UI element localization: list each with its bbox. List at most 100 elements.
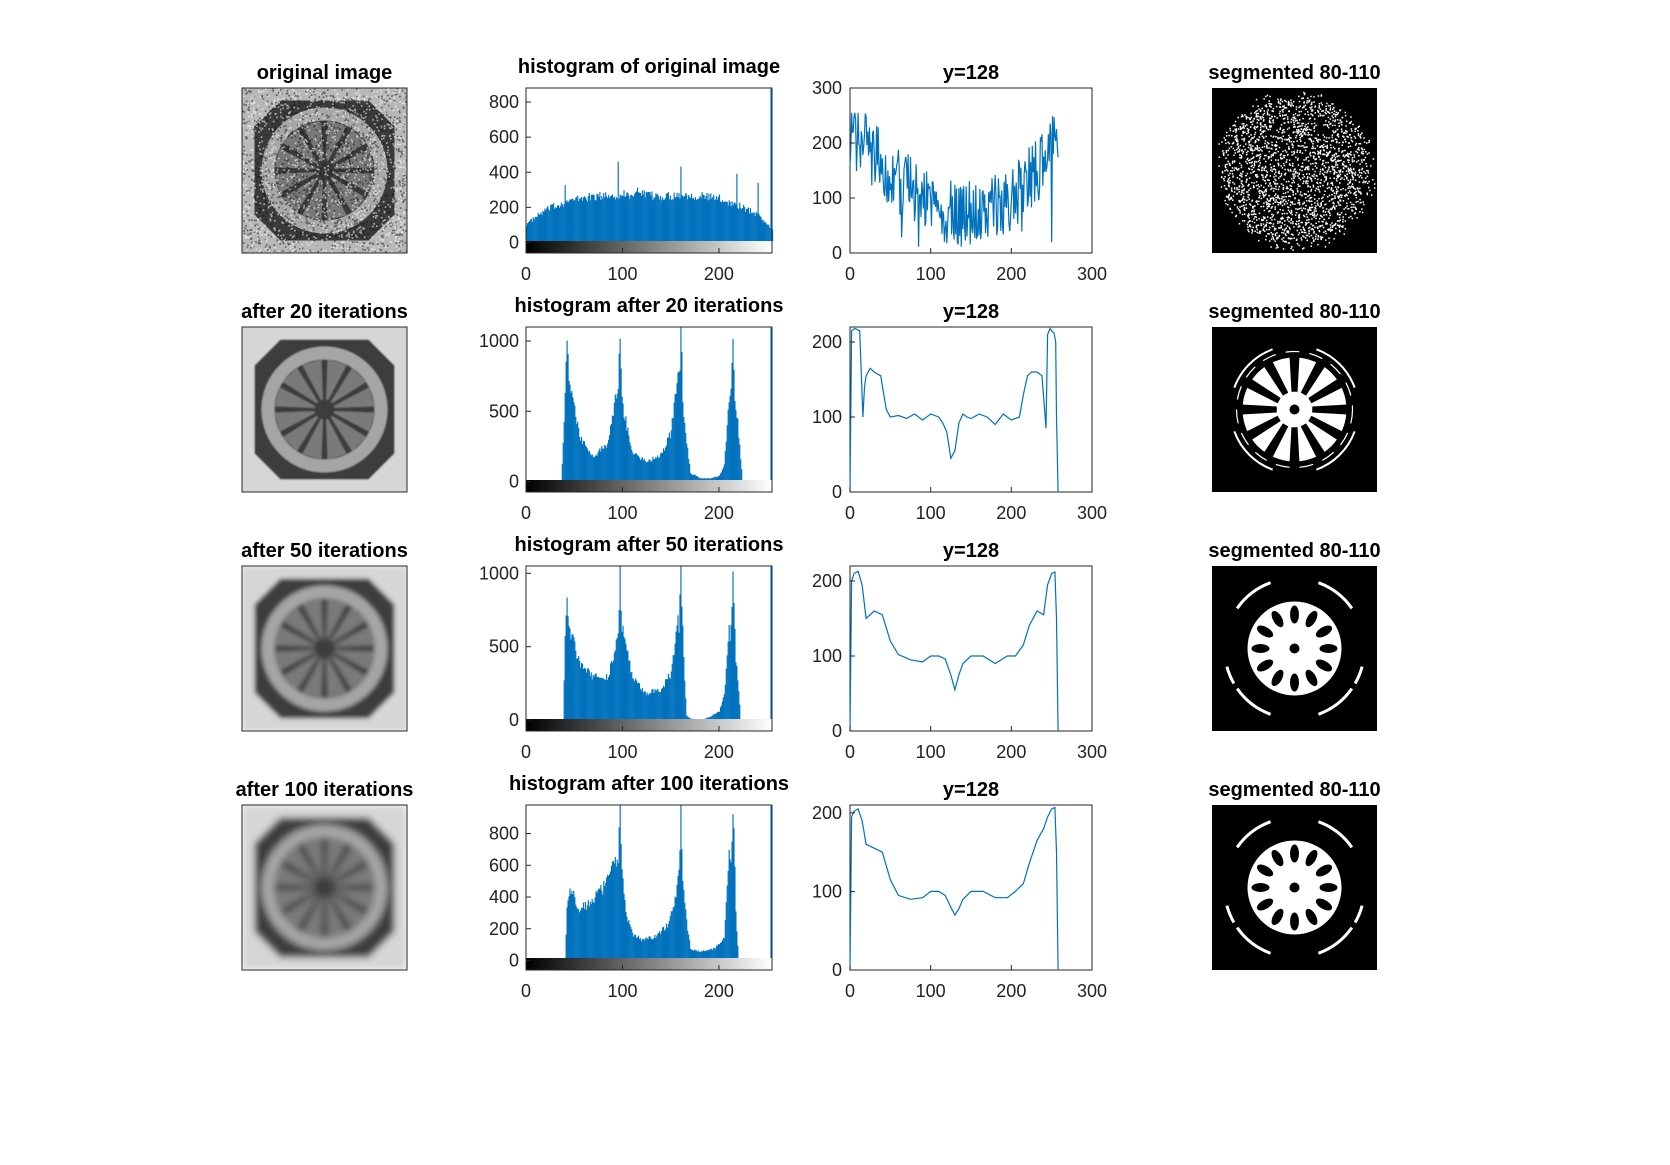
image-title: after 100 iterations — [236, 779, 414, 801]
image-title: after 20 iterations — [241, 301, 408, 323]
y-tick-label: 200 — [812, 803, 842, 823]
profile-title: y=128 — [943, 301, 999, 323]
histogram-bar — [741, 469, 742, 480]
segmented-gap — [1290, 913, 1299, 931]
profile-title: y=128 — [943, 62, 999, 84]
image-panel: original image — [242, 62, 409, 255]
smoothed-image — [242, 805, 407, 970]
x-tick-label: 200 — [996, 503, 1026, 523]
x-tick-label: 0 — [521, 264, 531, 284]
y-tick-label: 600 — [489, 127, 519, 147]
segmented-gap — [1252, 883, 1270, 892]
wheel-hub — [321, 406, 329, 414]
y-tick-label: 100 — [812, 407, 842, 427]
x-tick-label: 0 — [845, 503, 855, 523]
histogram-title: histogram of original image — [518, 56, 780, 78]
y-tick-label: 200 — [812, 332, 842, 352]
image-content — [242, 566, 407, 731]
x-tick-label: 100 — [607, 742, 637, 762]
x-tick-label: 0 — [845, 981, 855, 1001]
y-tick-label: 100 — [812, 646, 842, 666]
y-tick-label: 400 — [489, 162, 519, 182]
x-tick-label: 100 — [916, 981, 946, 1001]
histogram-title: histogram after 20 iterations — [515, 295, 784, 317]
segmented-gap — [1320, 644, 1338, 653]
image-panel: after 50 iterations — [241, 540, 408, 731]
x-tick-label: 200 — [996, 981, 1026, 1001]
wheel-hub — [321, 884, 329, 892]
x-tick-label: 100 — [916, 264, 946, 284]
x-tick-label: 100 — [916, 742, 946, 762]
y-tick-label: 800 — [489, 92, 519, 112]
segmented-background — [1212, 88, 1377, 253]
x-tick-label: 200 — [996, 264, 1026, 284]
image-content — [242, 327, 407, 492]
x-tick-label: 200 — [704, 264, 734, 284]
x-tick-label: 0 — [845, 742, 855, 762]
histogram-colorbar — [526, 241, 772, 253]
histogram-chart: histogram after 100 iterations0200400600… — [489, 773, 789, 1001]
histogram-colorbar — [526, 480, 772, 492]
y-tick-label: 200 — [812, 133, 842, 153]
segmented-gap — [1290, 845, 1299, 863]
histogram-chart: histogram of original image 0 200 400 600 800… — [489, 56, 780, 284]
segmented-title: segmented 80-110 — [1208, 301, 1380, 323]
histogram-bar — [739, 705, 740, 719]
image-content — [242, 88, 409, 255]
profile-chart: y=128 0 100 200 0 100 200 300 — [812, 779, 1107, 1001]
y-tick-label: 0 — [832, 960, 842, 980]
y-tick-label: 0 — [832, 243, 842, 263]
x-tick-label: 300 — [1077, 742, 1107, 762]
y-tick-label: 0 — [509, 471, 519, 491]
y-tick-label: 500 — [489, 637, 519, 657]
histogram-colorbar — [526, 958, 772, 970]
x-tick-label: 200 — [704, 503, 734, 523]
y-tick-label: 100 — [812, 188, 842, 208]
image-panel: after 100 iterations — [236, 779, 414, 970]
y-tick-label: 0 — [509, 232, 519, 252]
segmented-hub — [1290, 883, 1300, 893]
profile-title: y=128 — [943, 540, 999, 562]
histogram-colorbar — [526, 719, 772, 731]
segmented-gap — [1290, 674, 1299, 692]
segmented-gap — [1320, 883, 1338, 892]
y-tick-label: 1000 — [479, 563, 519, 583]
y-tick-label: 200 — [812, 571, 842, 591]
y-tick-label: 200 — [489, 197, 519, 217]
x-tick-label: 300 — [1077, 264, 1107, 284]
y-tick-label: 200 — [489, 919, 519, 939]
image-title: original image — [257, 62, 393, 84]
segmented-panel: segmented 80-110 — [1208, 779, 1380, 970]
y-tick-label: 400 — [489, 887, 519, 907]
image-content — [242, 805, 407, 970]
y-tick-label: 0 — [509, 710, 519, 730]
x-tick-label: 300 — [1077, 981, 1107, 1001]
x-tick-label: 200 — [704, 981, 734, 1001]
x-tick-label: 300 — [1077, 503, 1107, 523]
x-tick-label: 100 — [607, 981, 637, 1001]
segmented-title: segmented 80-110 — [1208, 62, 1380, 84]
profile-title: y=128 — [943, 779, 999, 801]
segmented-panel: segmented 80-110 — [1208, 301, 1380, 492]
x-tick-label: 0 — [521, 742, 531, 762]
x-tick-label: 100 — [607, 264, 637, 284]
image-title: after 50 iterations — [241, 540, 408, 562]
x-tick-label: 100 — [607, 503, 637, 523]
segmented-title: segmented 80-110 — [1208, 540, 1380, 562]
y-tick-label: 800 — [489, 824, 519, 844]
smoothed-image — [242, 327, 407, 492]
x-tick-label: 0 — [521, 503, 531, 523]
histogram-title: histogram after 100 iterations — [509, 773, 789, 795]
y-tick-label: 1000 — [479, 331, 519, 351]
y-tick-label: 100 — [812, 881, 842, 901]
image-panel: after 20 iterations — [241, 301, 408, 492]
y-tick-label: 0 — [832, 721, 842, 741]
segmented-gap — [1252, 644, 1270, 653]
segmented-hub — [1290, 644, 1300, 654]
